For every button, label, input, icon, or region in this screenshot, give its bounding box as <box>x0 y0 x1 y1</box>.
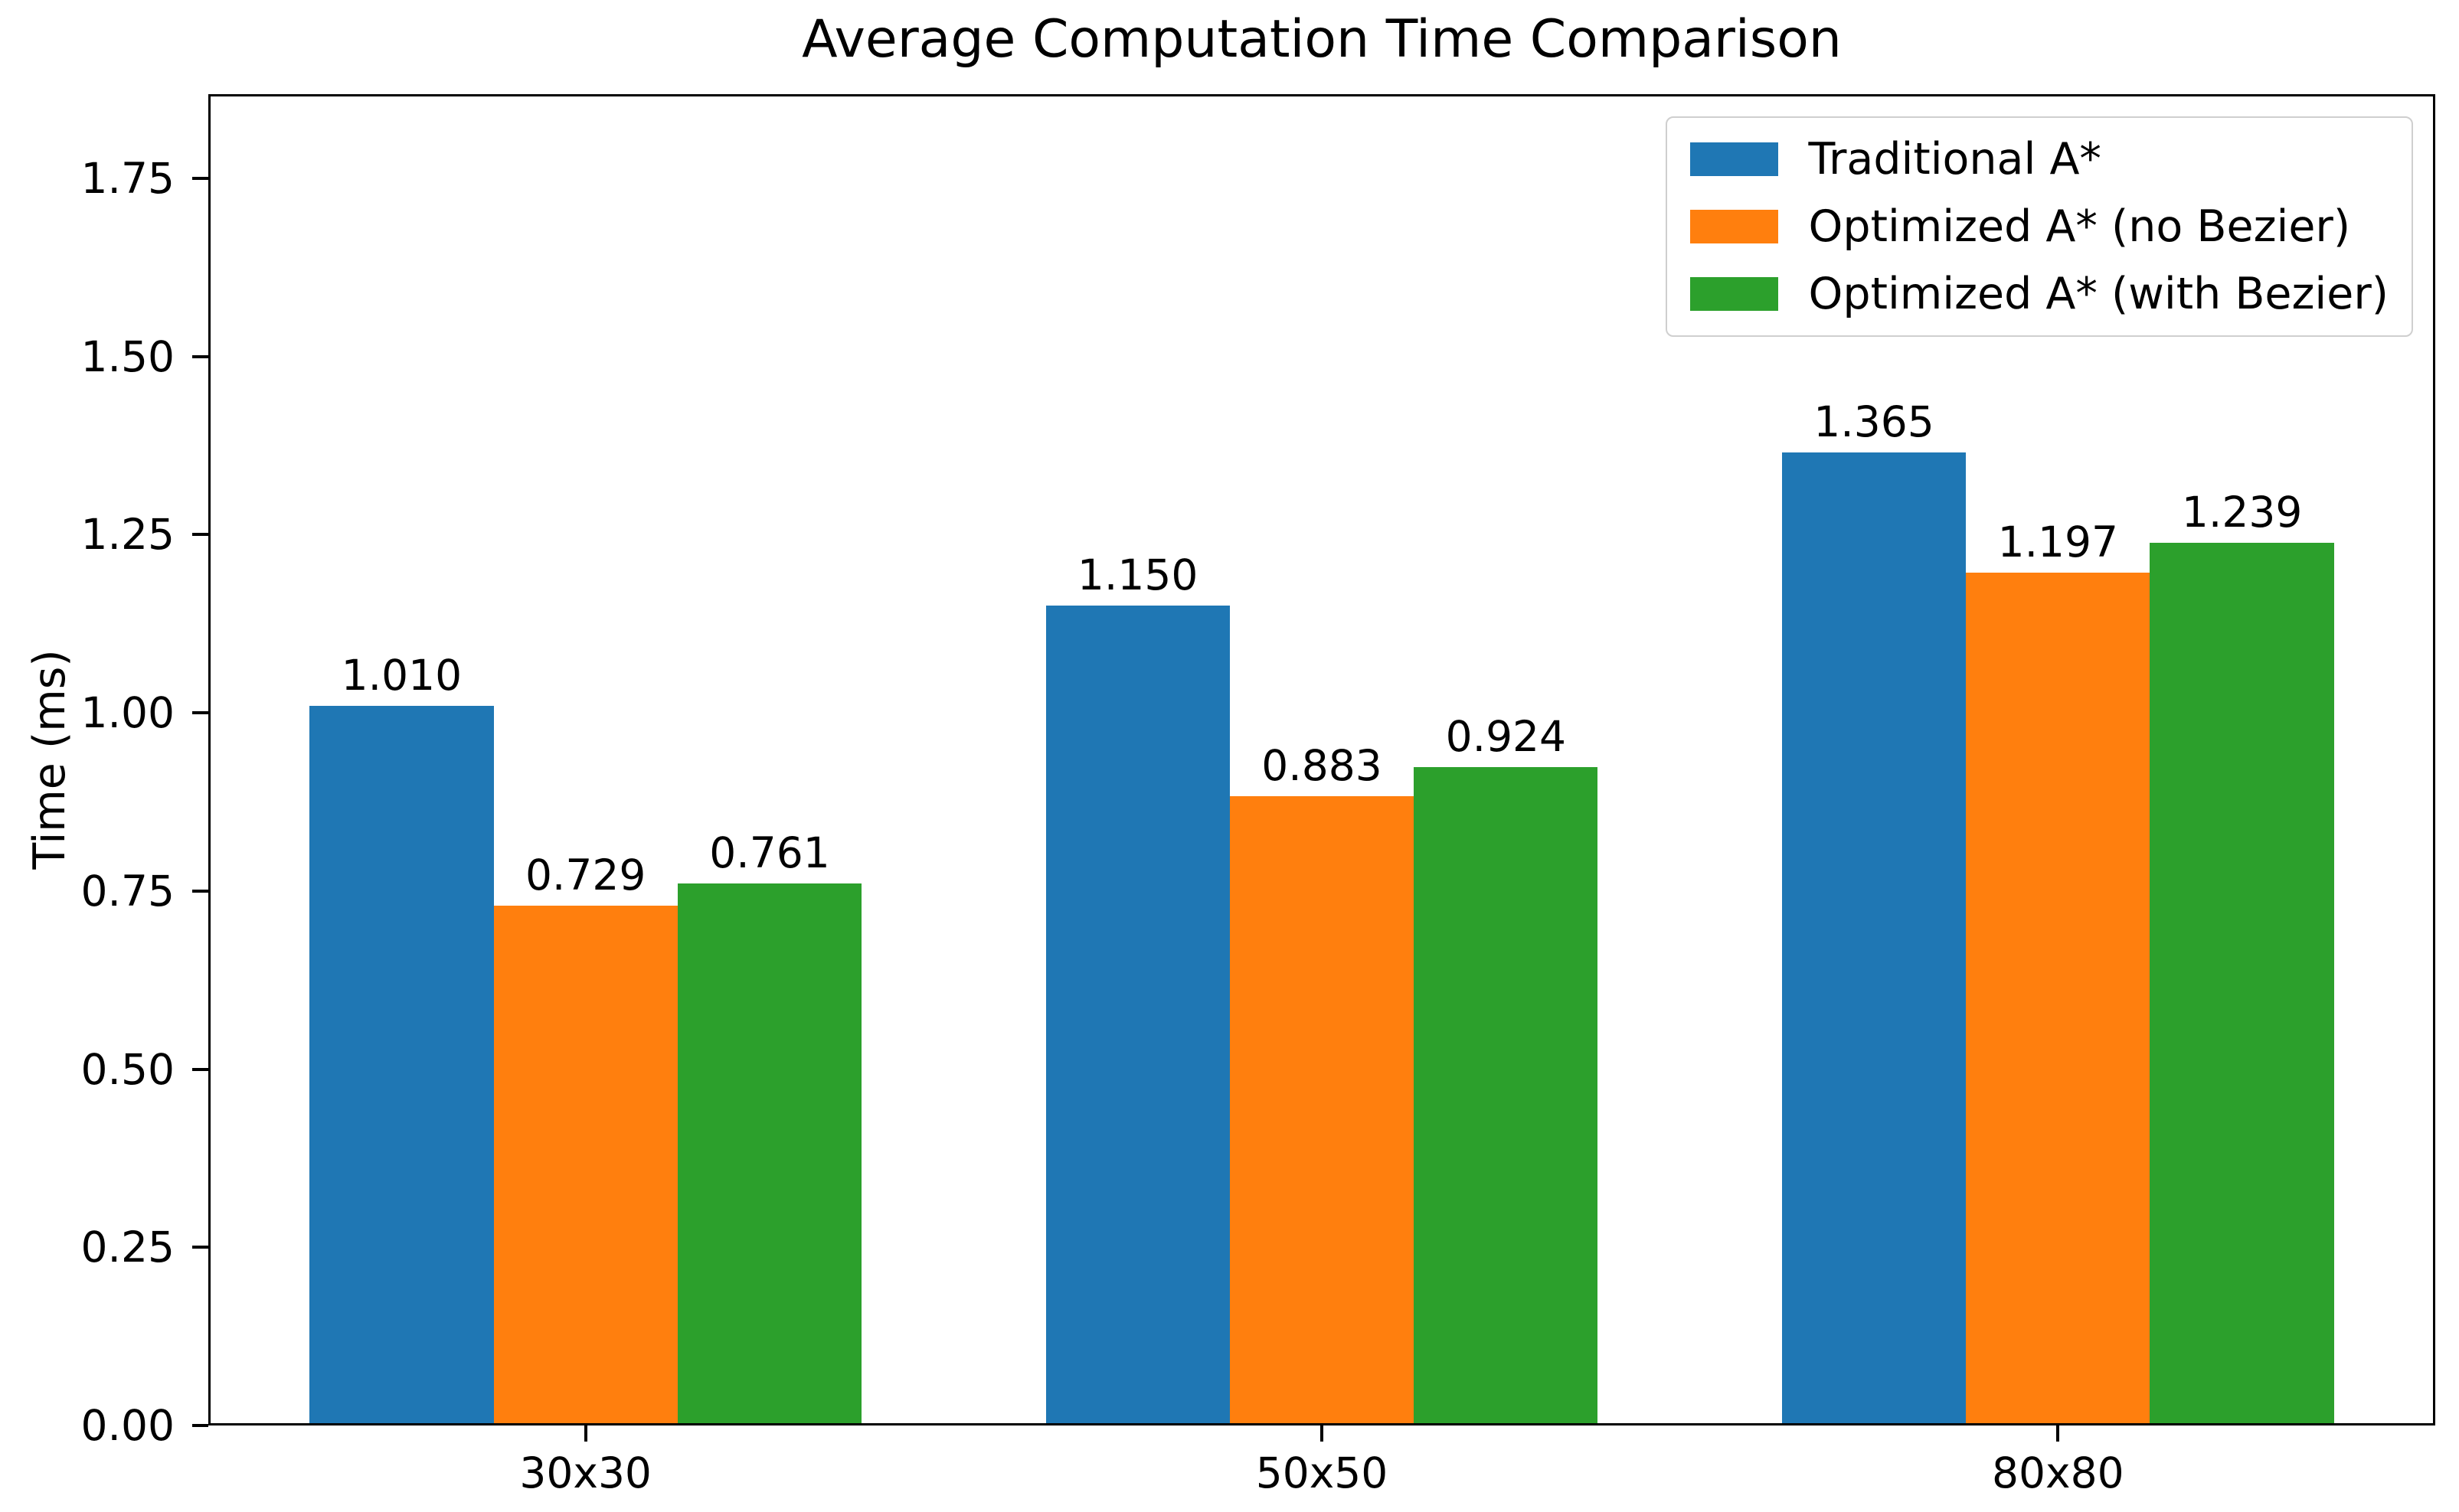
bar <box>493 906 678 1425</box>
y-tick-mark <box>192 1246 208 1249</box>
y-tick-label: 1.75 <box>80 153 175 203</box>
bar-value-label: 1.365 <box>1813 397 1934 447</box>
bar-value-label: 0.729 <box>525 851 646 900</box>
x-tick-label: 50x50 <box>1255 1448 1388 1497</box>
y-tick-label: 1.50 <box>80 331 175 381</box>
legend-item: Optimized A* (with Bezier) <box>1689 269 2389 319</box>
y-tick-mark <box>192 711 208 715</box>
bar <box>309 705 494 1425</box>
legend-swatch-icon <box>1689 277 1778 311</box>
legend-swatch-icon <box>1689 142 1778 176</box>
bar-value-label: 0.883 <box>1261 740 1382 790</box>
bar-value-label: 1.150 <box>1077 550 1198 600</box>
bar-value-label: 0.761 <box>709 828 830 877</box>
legend-label: Traditional A* <box>1808 134 2101 185</box>
y-tick-mark <box>192 1067 208 1071</box>
x-tick-mark <box>1320 1425 1323 1442</box>
y-tick-label: 1.25 <box>80 510 175 560</box>
bar <box>1966 572 2150 1425</box>
y-tick-mark <box>192 1424 208 1427</box>
y-tick-label: 0.00 <box>80 1401 175 1450</box>
legend-swatch-icon <box>1689 210 1778 243</box>
y-tick-label: 0.25 <box>80 1223 175 1272</box>
x-tick-mark <box>584 1425 587 1442</box>
y-tick-mark <box>192 533 208 537</box>
y-tick-mark <box>192 354 208 358</box>
y-tick-mark <box>192 176 208 180</box>
bar-value-label: 1.197 <box>1997 517 2119 567</box>
bar <box>677 883 862 1425</box>
legend-item: Traditional A* <box>1689 134 2389 185</box>
chart-title: Average Computation Time Comparison <box>802 9 1842 70</box>
plot-area <box>208 94 2435 1425</box>
legend: Traditional A* Optimized A* (no Bezier) Op… <box>1665 116 2413 337</box>
legend-items: Traditional A* Optimized A* (no Bezier) Op… <box>1689 134 2389 319</box>
bar <box>1229 795 1414 1425</box>
bar <box>1045 606 1230 1425</box>
bar <box>1781 452 1967 1425</box>
bar <box>1414 766 1598 1425</box>
legend-item: Optimized A* (no Bezier) <box>1689 201 2389 252</box>
y-axis-label: Time (ms) <box>25 649 75 870</box>
bar-value-label: 0.924 <box>1445 711 1567 761</box>
legend-label: Optimized A* (with Bezier) <box>1808 269 2389 319</box>
x-tick-label: 80x80 <box>1992 1448 2124 1497</box>
bar-value-label: 1.010 <box>341 650 463 700</box>
bar-value-label: 1.239 <box>2181 487 2303 537</box>
x-tick-label: 30x30 <box>519 1448 652 1497</box>
x-tick-mark <box>2056 1425 2060 1442</box>
y-tick-label: 0.75 <box>80 866 175 916</box>
y-tick-label: 0.50 <box>80 1044 175 1094</box>
legend-label: Optimized A* (no Bezier) <box>1808 201 2351 252</box>
y-tick-label: 1.00 <box>80 688 175 738</box>
bar <box>2150 542 2334 1425</box>
y-tick-mark <box>192 889 208 893</box>
